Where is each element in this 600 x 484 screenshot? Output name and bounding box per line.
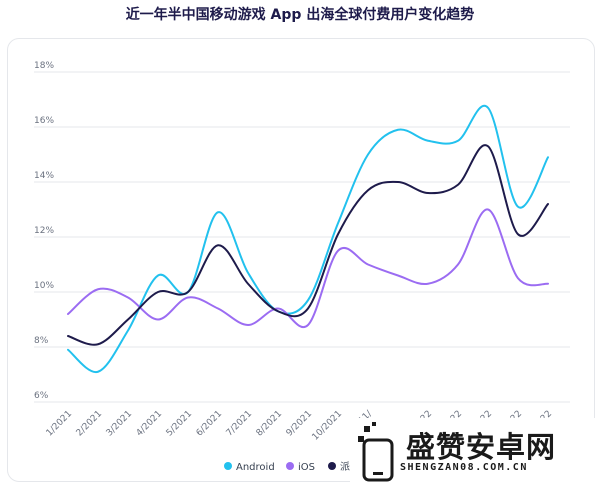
y-tick-label: 12% — [34, 226, 54, 236]
x-tick-label: 1/2021 — [45, 409, 74, 438]
page-title: 近一年半中国移动游戏 App 出海全球付费用户变化趋势 — [125, 7, 475, 23]
y-axis: 6% 8% 10% 12% 14% 16% 18% — [34, 61, 54, 401]
watermark-url: SHENGZAN08.COM.CN — [400, 462, 528, 473]
x-tick-label: 7/2021 — [225, 409, 254, 438]
series-lines — [67, 104, 549, 373]
y-tick-label: 10% — [34, 281, 54, 291]
series-line-2 — [67, 208, 549, 329]
watermark-background — [350, 418, 600, 484]
y-tick-label: 8% — [34, 336, 49, 346]
x-tick-label: 4/2021 — [135, 409, 164, 438]
legend-label: iOS — [298, 462, 315, 473]
x-tick-label: 10/2021 — [311, 409, 345, 443]
y-tick-label: 18% — [34, 61, 54, 71]
legend-marker — [224, 462, 232, 470]
watermark-text: 盛赞安卓网 — [406, 430, 557, 464]
x-tick-label: 8/2021 — [255, 409, 284, 438]
series-line-3 — [67, 144, 549, 346]
x-tick-label: 9/2021 — [285, 409, 314, 438]
grid-lines — [34, 71, 570, 403]
legend-marker — [286, 462, 294, 470]
legend-marker — [328, 462, 336, 470]
y-tick-label: 16% — [34, 116, 54, 126]
x-tick-label: 3/2021 — [105, 409, 134, 438]
y-tick-label: 14% — [34, 171, 54, 181]
legend-label: 派 — [340, 461, 350, 473]
chart-card — [7, 38, 595, 482]
y-tick-label: 6% — [34, 391, 49, 401]
phone-logo-icon — [358, 422, 394, 482]
x-tick-label: 2/2021 — [75, 409, 104, 438]
x-tick-label: 5/2021 — [165, 409, 194, 438]
legend: Android iOS 派 — [224, 461, 350, 473]
x-tick-label: 6/2021 — [195, 409, 224, 438]
legend-label: Android — [236, 462, 275, 473]
series-line-1 — [67, 104, 549, 373]
